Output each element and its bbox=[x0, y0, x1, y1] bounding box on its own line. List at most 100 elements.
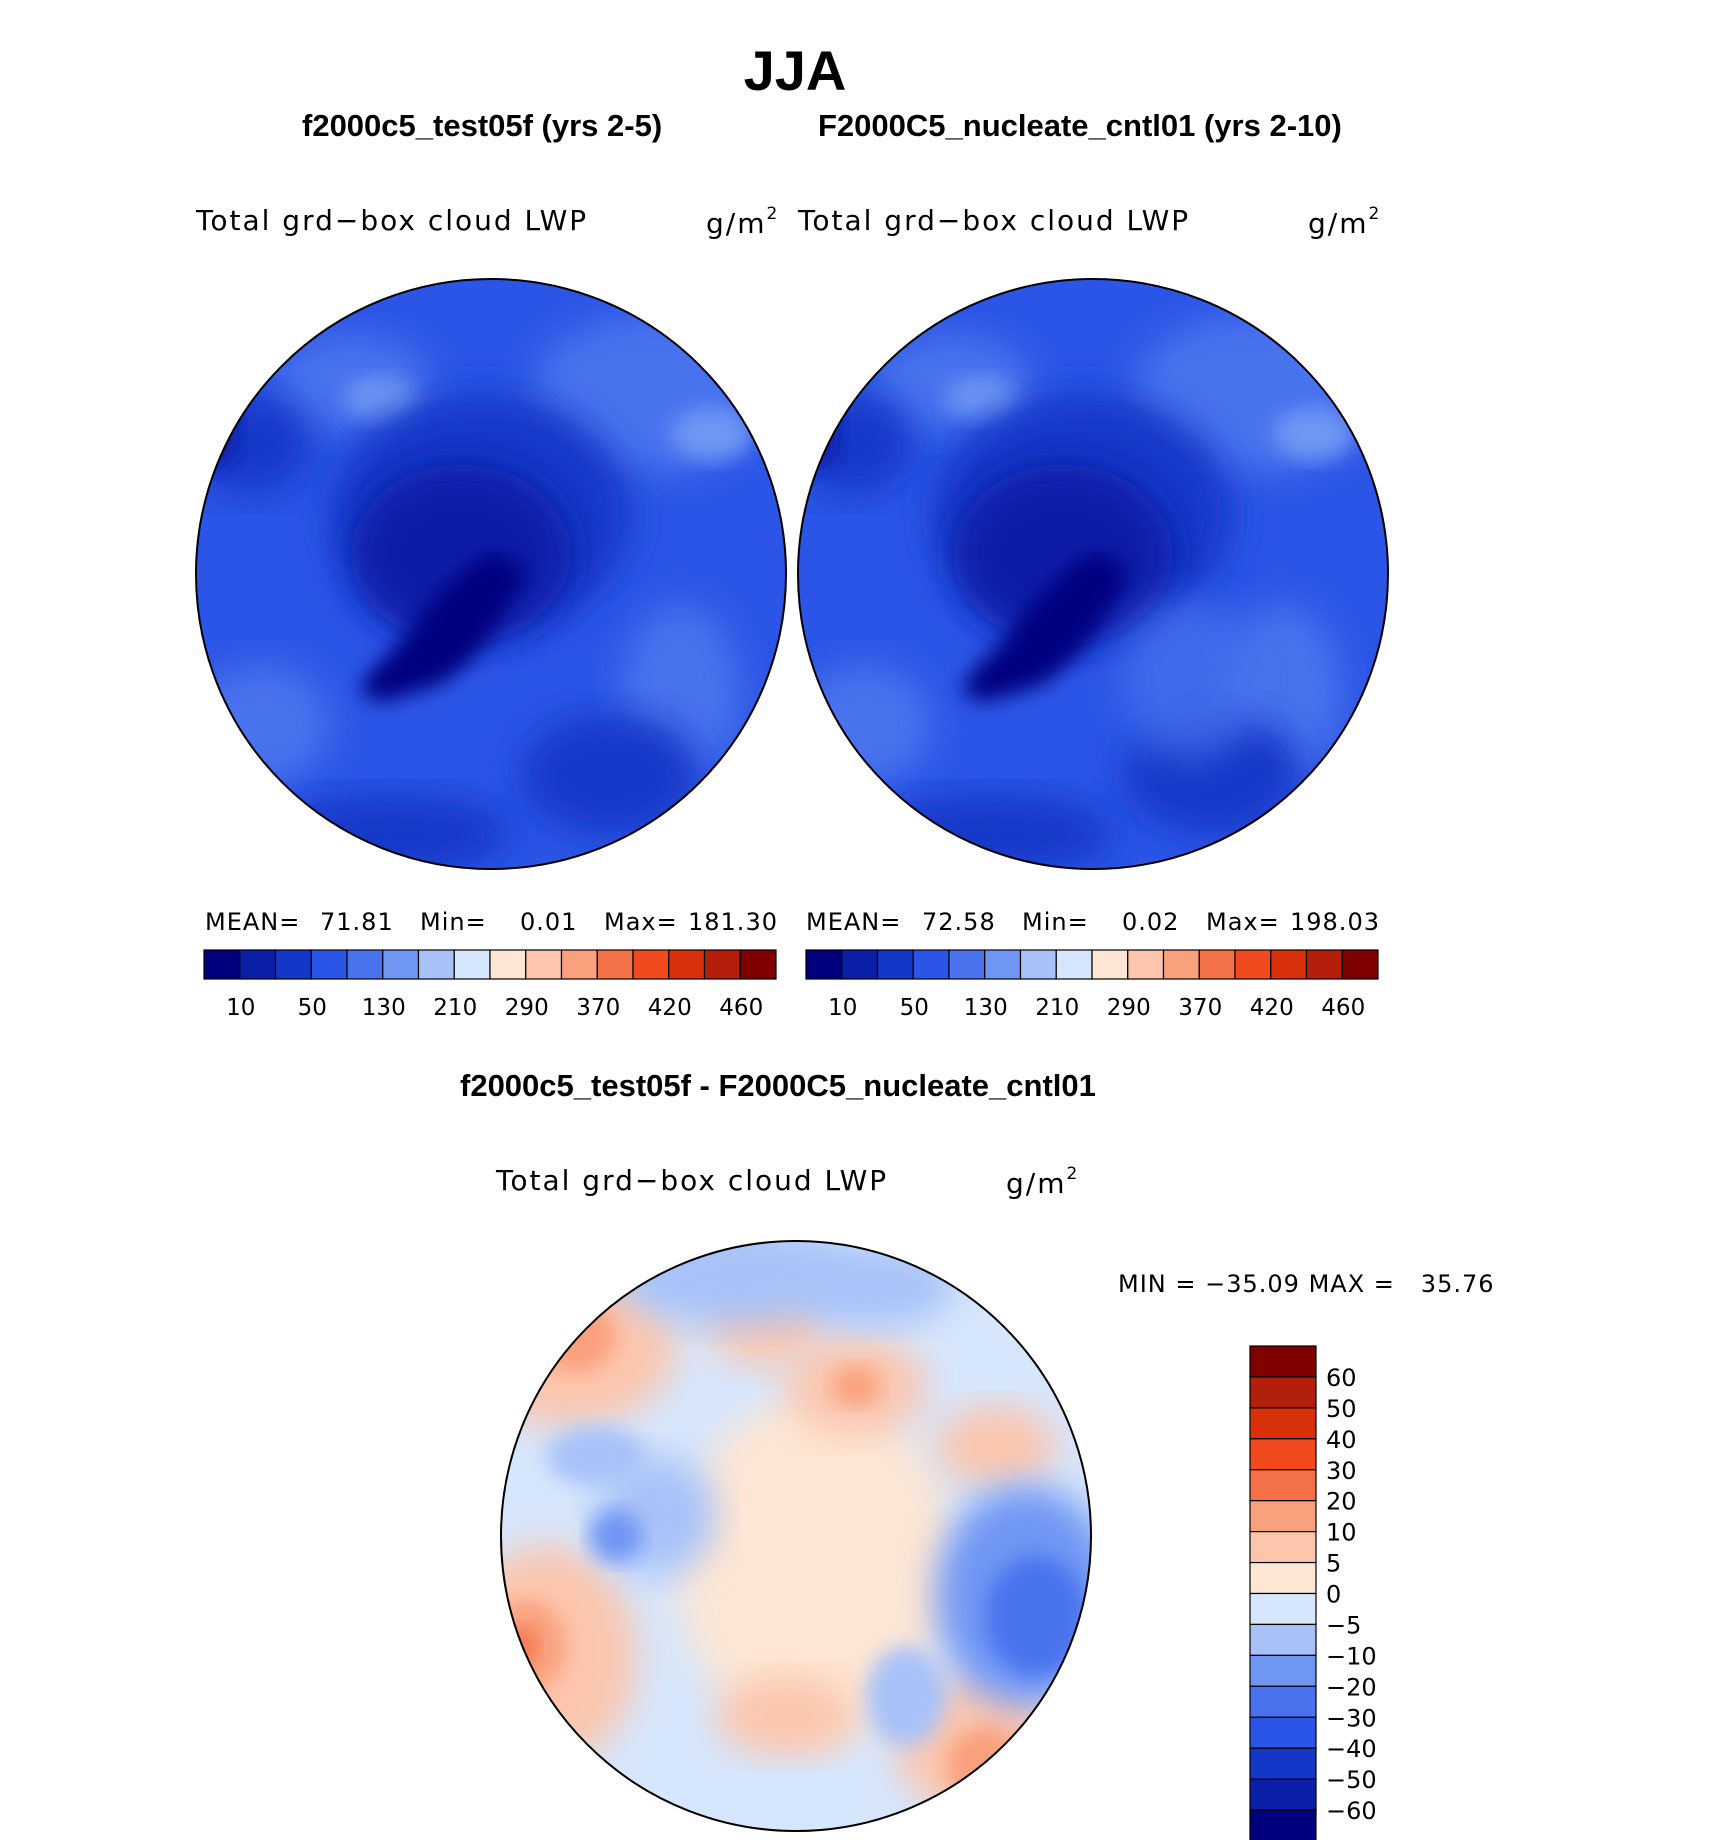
panel-2-variable: Total grd−box cloud LWP bbox=[798, 204, 1191, 237]
colorbar-1-tick-label: 50 bbox=[298, 995, 327, 1021]
colorbar-1-swatch bbox=[525, 949, 563, 980]
difference-minmax: MIN = −35.09 MAX = 35.76 bbox=[1118, 1270, 1495, 1298]
panel-1-mean-label: MEAN= bbox=[205, 908, 301, 936]
colorbar-3-tick-label: 50 bbox=[1326, 1395, 1357, 1423]
colorbar-3-swatch bbox=[1249, 1376, 1317, 1409]
panel-1-min: 0.01 bbox=[520, 908, 578, 936]
colorbar-3-tick-label: 40 bbox=[1326, 1426, 1357, 1454]
colorbar-3-swatch bbox=[1249, 1345, 1317, 1378]
colorbar-1-tick-label: 420 bbox=[648, 995, 692, 1021]
map-panel-2 bbox=[797, 278, 1389, 870]
panel-2-max: 198.03 bbox=[1290, 908, 1380, 936]
colorbar-3-swatch bbox=[1249, 1716, 1317, 1749]
colorbar-3-swatch bbox=[1249, 1438, 1317, 1471]
colorbar-1-swatch bbox=[239, 949, 277, 980]
colorbar-3-swatch bbox=[1249, 1747, 1317, 1780]
colorbar-3-swatch bbox=[1249, 1592, 1317, 1626]
panel-1-units: g/m2 bbox=[706, 204, 778, 240]
colorbar-2-swatch bbox=[1091, 949, 1129, 980]
colorbar-2-swatch bbox=[1270, 949, 1308, 980]
colorbar-2-swatch bbox=[1055, 949, 1093, 980]
map-panel-1 bbox=[195, 278, 787, 870]
colorbar-1-swatch bbox=[703, 949, 741, 980]
difference-title: f2000c5_test05f - F2000C5_nucleate_cntl0… bbox=[460, 1068, 1096, 1103]
difference-units: g/m2 bbox=[1006, 1164, 1078, 1200]
colorbar-3-swatch bbox=[1249, 1623, 1317, 1656]
panel-1-variable: Total grd−box cloud LWP bbox=[196, 204, 589, 237]
colorbar-3-swatch bbox=[1249, 1469, 1317, 1502]
colorbar-1-tick-label: 290 bbox=[505, 995, 549, 1021]
colorbar-1-swatch bbox=[739, 949, 777, 980]
colorbar-1-tick-label: 370 bbox=[576, 995, 620, 1021]
colorbar-3-swatch bbox=[1249, 1407, 1317, 1440]
colorbar-2-tick-label: 370 bbox=[1178, 995, 1222, 1021]
colorbar-1-swatch bbox=[382, 949, 420, 980]
colorbar-2-swatch bbox=[1234, 949, 1272, 980]
colorbar-2-tick-label: 420 bbox=[1250, 995, 1294, 1021]
colorbar-3-swatch bbox=[1249, 1809, 1317, 1840]
colorbar-2-tick-label: 50 bbox=[900, 995, 929, 1021]
figure-title: JJA bbox=[743, 39, 847, 102]
colorbar-2-swatch bbox=[876, 949, 914, 980]
colorbar-2-tick-label: 210 bbox=[1035, 995, 1079, 1021]
colorbar-3-swatch bbox=[1249, 1531, 1317, 1564]
colorbar-2-swatch bbox=[805, 949, 843, 980]
panel-2-units: g/m2 bbox=[1308, 204, 1380, 240]
panel-2-title: F2000C5_nucleate_cntl01 (yrs 2-10) bbox=[818, 108, 1342, 143]
colorbar-3-tick-label: 30 bbox=[1326, 1457, 1357, 1485]
colorbar-3-swatch bbox=[1249, 1654, 1317, 1687]
panel-1-max-label: Max= bbox=[604, 908, 678, 936]
colorbar-3-swatch bbox=[1249, 1778, 1317, 1811]
colorbar-2-tick-label: 460 bbox=[1321, 995, 1365, 1021]
panel-2-min-label: Min= bbox=[1022, 908, 1089, 936]
colorbar-3-tick-label: −50 bbox=[1326, 1766, 1377, 1794]
colorbar-1-swatch bbox=[596, 949, 634, 980]
colorbar-2-tick-label: 10 bbox=[828, 995, 857, 1021]
panel-1-mean: 71.81 bbox=[320, 908, 394, 936]
panel-2-min: 0.02 bbox=[1122, 908, 1180, 936]
colorbar-1-swatch bbox=[417, 949, 455, 980]
panel-1-max: 181.30 bbox=[688, 908, 778, 936]
colorbar-3-tick-label: −40 bbox=[1326, 1735, 1377, 1763]
colorbar-3-tick-label: −60 bbox=[1326, 1797, 1377, 1825]
colorbar-1-swatch bbox=[310, 949, 348, 980]
colorbar-1-swatch bbox=[489, 949, 527, 980]
colorbar-3-tick-label: −30 bbox=[1326, 1704, 1377, 1732]
colorbar-2-swatch bbox=[984, 949, 1022, 980]
colorbar-3-swatch bbox=[1249, 1685, 1317, 1718]
colorbar-3-tick-label: 20 bbox=[1326, 1488, 1357, 1516]
colorbar-1-tick-label: 10 bbox=[226, 995, 255, 1021]
colorbar-panel-2: 10 50 130 210 290 370 420 460 bbox=[805, 949, 1379, 1021]
colorbar-2-swatch bbox=[948, 949, 986, 980]
colorbar-3-tick-label: −20 bbox=[1326, 1673, 1377, 1701]
colorbar-1-tick-label: 130 bbox=[362, 995, 406, 1021]
colorbar-3-tick-label: 0 bbox=[1326, 1581, 1341, 1609]
panel-1-title: f2000c5_test05f (yrs 2-5) bbox=[302, 108, 663, 143]
colorbar-2-swatch bbox=[841, 949, 879, 980]
colorbar-3-swatch bbox=[1249, 1561, 1317, 1595]
colorbar-2-tick-label: 130 bbox=[964, 995, 1008, 1021]
panel-2-mean: 72.58 bbox=[922, 908, 996, 936]
colorbar-2-swatch bbox=[1019, 949, 1057, 980]
colorbar-1-swatch bbox=[560, 949, 598, 980]
panel-2-max-label: Max= bbox=[1206, 908, 1280, 936]
colorbar-1-swatch bbox=[453, 949, 491, 980]
colorbar-3-tick-label: 10 bbox=[1326, 1519, 1357, 1547]
colorbar-2-swatch bbox=[1162, 949, 1200, 980]
colorbar-3-tick-label: −10 bbox=[1326, 1642, 1377, 1670]
colorbar-3-tick-label: 5 bbox=[1326, 1550, 1341, 1578]
panel-1-min-label: Min= bbox=[420, 908, 487, 936]
colorbar-2-tick-label: 290 bbox=[1107, 995, 1151, 1021]
colorbar-2-swatch bbox=[1198, 949, 1236, 980]
colorbar-1-swatch bbox=[632, 949, 670, 980]
colorbar-3-tick-label: 60 bbox=[1326, 1364, 1357, 1392]
colorbar-1-swatch bbox=[346, 949, 384, 980]
colorbar-1-swatch bbox=[668, 949, 706, 980]
colorbar-1-swatch bbox=[274, 949, 312, 980]
colorbar-1-tick-label: 210 bbox=[433, 995, 477, 1021]
difference-variable: Total grd−box cloud LWP bbox=[496, 1164, 889, 1197]
colorbar-1-tick-label: 460 bbox=[719, 995, 763, 1021]
colorbar-2-swatch bbox=[1127, 949, 1165, 980]
